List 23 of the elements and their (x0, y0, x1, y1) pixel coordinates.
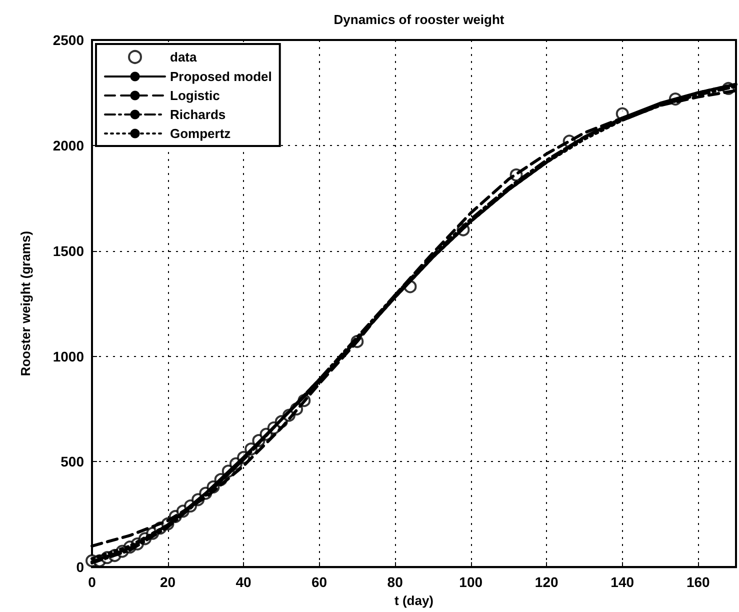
x-tick-label: 160 (686, 574, 710, 590)
y-tick-label: 2000 (52, 137, 84, 154)
chart-title: Dynamics of rooster weight (334, 12, 505, 27)
legend-label: data (170, 50, 198, 64)
x-tick-label: 0 (88, 574, 96, 590)
x-tick-label: 40 (236, 574, 252, 590)
y-axis-title: Rooster weight (grams) (18, 230, 33, 376)
y-tick-label: 0 (76, 559, 84, 576)
x-tick-label: 140 (610, 574, 634, 590)
x-tick-label: 20 (160, 574, 176, 590)
x-axis-title: t (day) (394, 593, 434, 608)
x-tick-label: 120 (534, 574, 558, 590)
legend-label: Richards (170, 107, 226, 122)
x-tick-label: 100 (459, 574, 483, 590)
y-tick-label: 500 (60, 454, 84, 470)
legend-label: Proposed model (170, 69, 272, 84)
y-tick-label: 2500 (52, 32, 84, 48)
x-tick-label: 80 (387, 574, 404, 590)
legend-label: Gompertz (170, 126, 232, 141)
y-tick-label: 1000 (52, 348, 84, 364)
x-tick-label: 60 (312, 574, 328, 590)
legend-label: Logistic (170, 88, 220, 103)
y-tick-label: 1500 (52, 242, 84, 259)
